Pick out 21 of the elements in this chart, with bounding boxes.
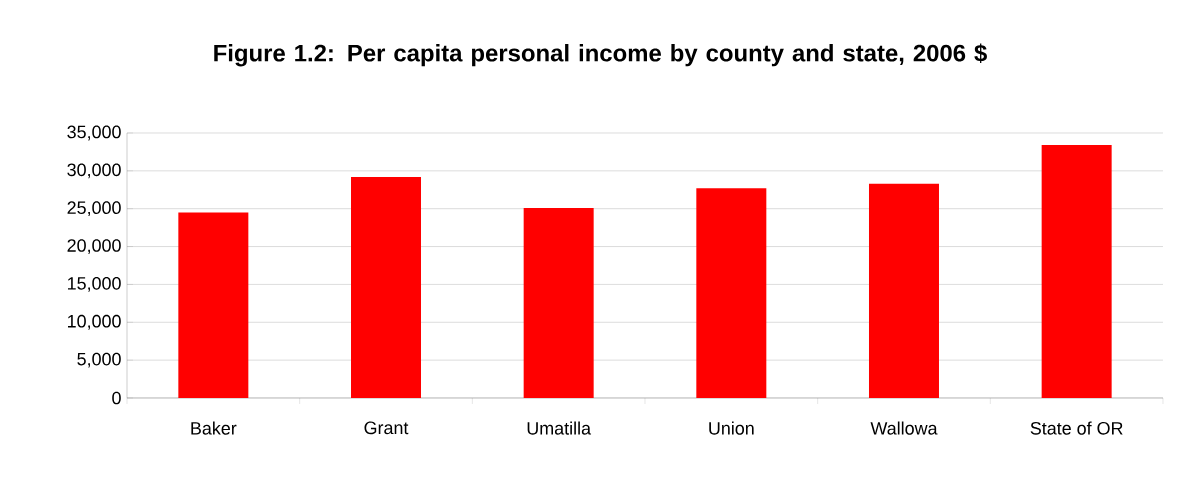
- x-tick-label: State of OR: [1030, 421, 1123, 435]
- bar: [696, 188, 767, 398]
- y-tick-label: 20,000: [67, 239, 121, 254]
- y-tick-label: 5,000: [77, 352, 121, 368]
- y-tick-label: 0: [112, 391, 121, 405]
- y-tick-label: 30,000: [67, 163, 121, 179]
- bar: [868, 183, 939, 398]
- bar: [178, 212, 249, 398]
- y-tick-label: 35,000: [67, 125, 121, 141]
- bar: [1041, 145, 1112, 398]
- y-tick-label: 10,000: [68, 314, 121, 330]
- y-tick-label: 15,000: [68, 277, 121, 292]
- bar: [351, 176, 421, 398]
- chart-title: Figure 1.2: Per capita personal income by county and state, 2006 $: [214, 43, 987, 67]
- x-tick-label: Union: [709, 421, 754, 435]
- x-tick-label: Baker: [191, 421, 237, 435]
- x-tick-label: Umatilla: [527, 421, 592, 435]
- x-tick-label: Wallowa: [870, 421, 938, 435]
- y-tick-label: 25,000: [67, 201, 121, 217]
- bar: [523, 207, 594, 398]
- x-tick-label: Grant: [364, 421, 409, 435]
